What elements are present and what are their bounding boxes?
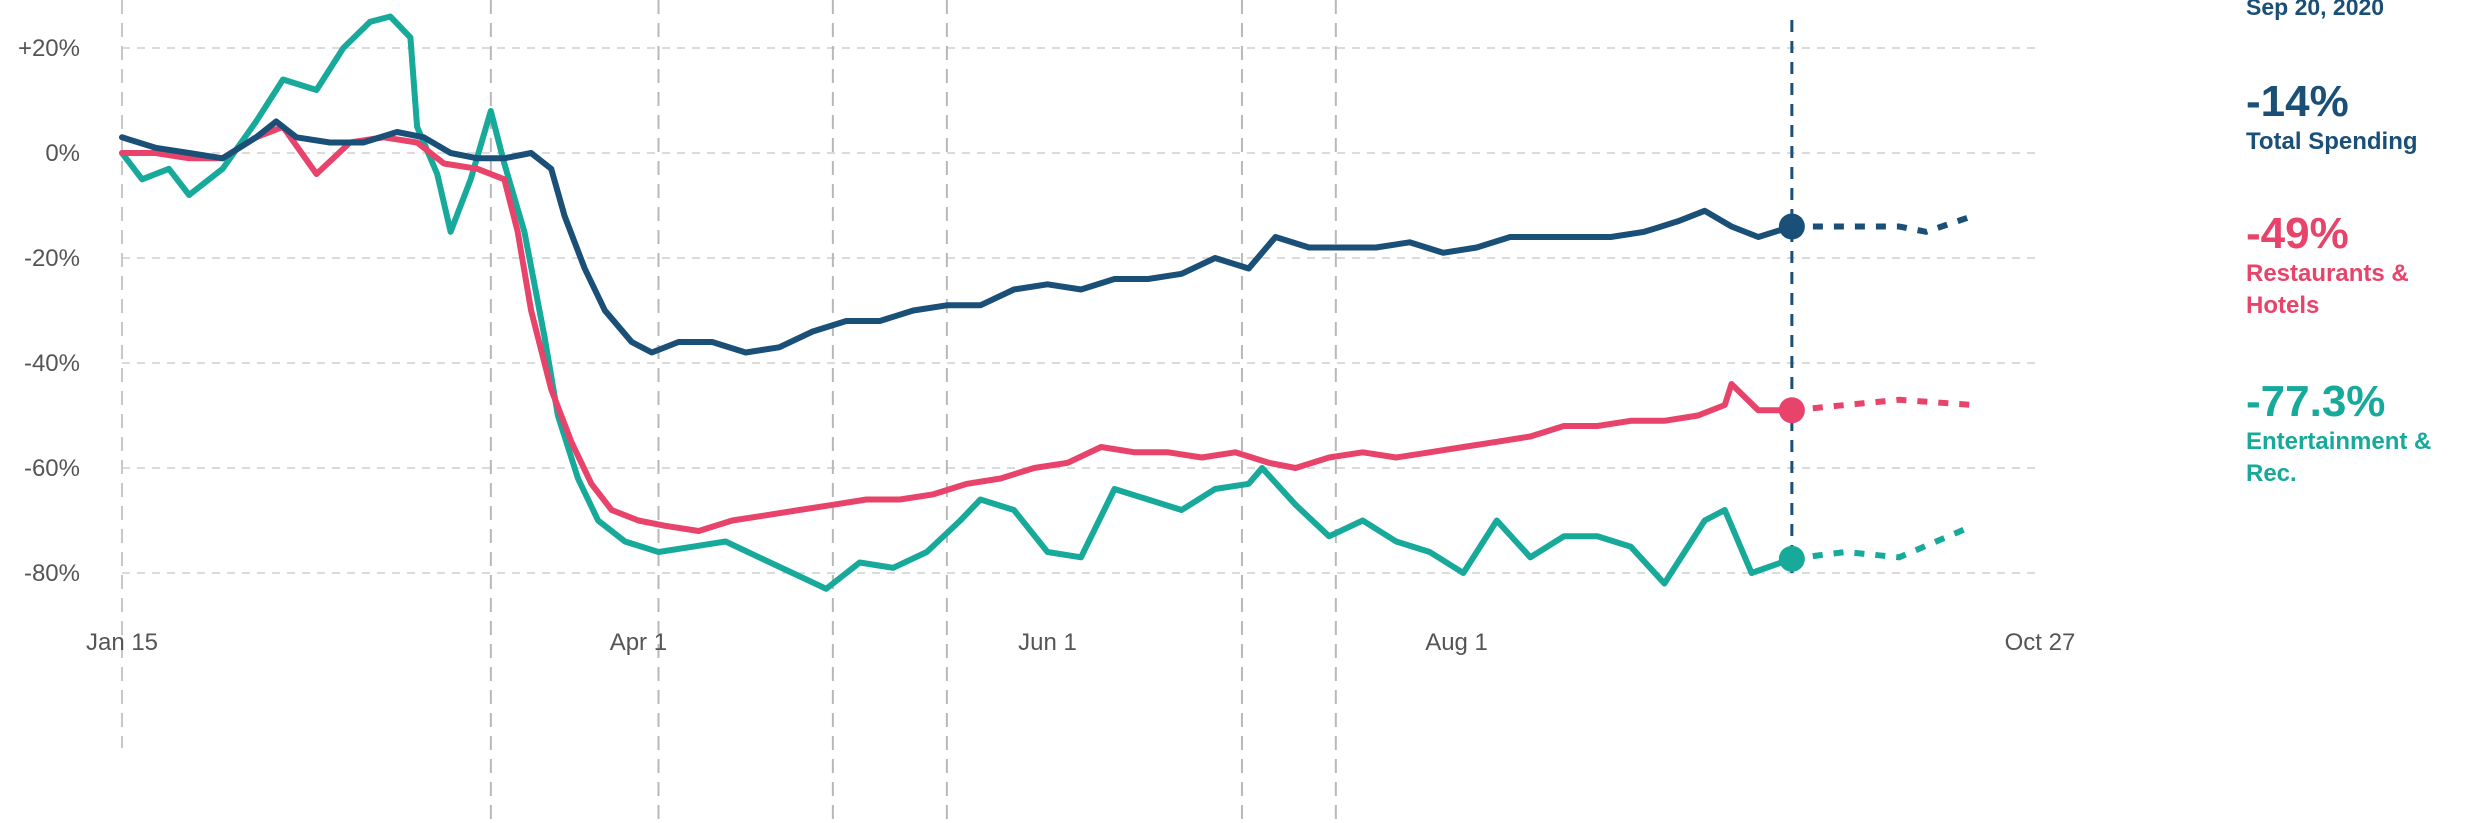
x-tick-label-jun-1: Jun 1 <box>1018 629 1077 656</box>
legend-value-total-spending: -14% <box>2246 77 2349 126</box>
x-tick-label-apr-1: Apr 1 <box>610 629 667 656</box>
y-tick-label-20: -20% <box>24 245 80 272</box>
series-line-entertainment-rec <box>119 13 1795 592</box>
legend-label-entertainment-rec: Entertainment & Rec. <box>2246 428 2432 487</box>
y-axis-ticks: +20% 0% -20% -40% -60% -80% <box>18 35 80 587</box>
current-dot-total-spending <box>1778 213 1805 240</box>
y-tick-label-40: -40% <box>24 350 80 377</box>
y-tick-label-60: -60% <box>24 455 80 482</box>
forecast-line-entertainment-rec <box>1791 523 1975 562</box>
y-tick-label-20: +20% <box>18 35 80 62</box>
forecast-line-restaurants-hotels <box>1791 396 1974 414</box>
y-tick-label-80: -80% <box>24 560 80 587</box>
legend-item-total-spending: -14% Total Spending <box>2246 78 2418 158</box>
gridlines <box>121 0 2040 748</box>
series-line-total-spending <box>119 118 1795 356</box>
legend-date: Sep 20, 2020 <box>2246 0 2385 20</box>
legend-label-restaurants-hotels: Restaurants & Hotels <box>2246 260 2409 319</box>
forecast-line-total-spending <box>1791 213 1974 235</box>
series-line-restaurants-hotels <box>119 123 1795 534</box>
legend-item-restaurants-hotels: -49% Restaurants & Hotels <box>2246 210 2461 322</box>
y-tick-label-0: 0% <box>45 140 80 167</box>
series-lines <box>119 13 1975 592</box>
legend-value-entertainment-rec: -77.3% <box>2246 377 2386 426</box>
current-dot-entertainment-rec <box>1778 545 1805 572</box>
legend-value-restaurants-hotels: -49% <box>2246 209 2349 258</box>
event-lines <box>489 0 1337 823</box>
x-axis-ticks: Jan 15 Apr 1 Jun 1 Aug 1 Oct 27 <box>86 629 2075 656</box>
x-tick-label-jan-15: Jan 15 <box>86 629 158 656</box>
x-tick-label-oct-27: Oct 27 <box>2005 629 2076 656</box>
legend-item-entertainment-rec: -77.3% Entertainment & Rec. <box>2246 378 2461 490</box>
x-tick-label-aug-1: Aug 1 <box>1425 629 1488 656</box>
current-value-dots <box>1778 213 1805 572</box>
legend-label-total-spending: Total Spending <box>2246 128 2418 155</box>
current-dot-restaurants-hotels <box>1778 397 1805 424</box>
line-chart: +20% 0% -20% -40% -60% -80% Jan 15 Apr 1 Jun 1 A… <box>18 0 2075 823</box>
